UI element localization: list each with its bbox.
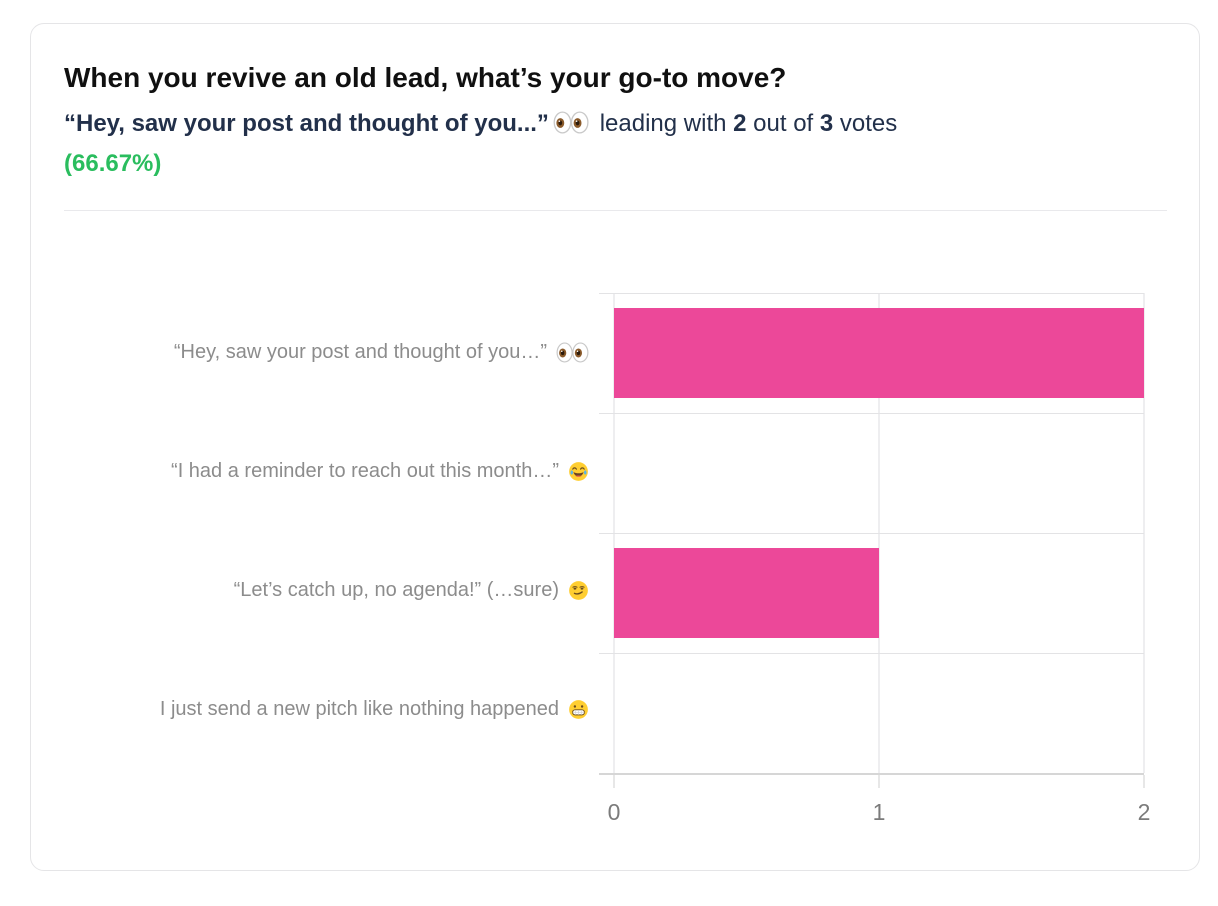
leading-percentage: (66.67%) — [64, 150, 162, 177]
category-label: I just send a new pitch like nothing hap… — [64, 650, 614, 769]
header-divider — [64, 210, 1167, 211]
category-label-text: “Hey, saw your post and thought of you…” — [173, 341, 547, 363]
vertical-gridline — [1143, 293, 1145, 773]
chart-row — [599, 653, 1144, 773]
summary-leading-with-text: leading with — [593, 110, 734, 137]
eyes-emoji-icon — [553, 111, 589, 134]
x-axis-tick-label: 2 — [1137, 799, 1151, 825]
value-bar — [614, 548, 879, 638]
joy-emoji-icon — [568, 461, 589, 482]
summary-votes-text: votes — [833, 110, 898, 137]
category-label-text: “I had a reminder to reach out this mont… — [171, 460, 559, 482]
eyes-emoji-icon — [556, 342, 589, 363]
summary-out-of-text: out of — [746, 110, 820, 137]
chart-category-labels: “Hey, saw your post and thought of you…”… — [64, 293, 614, 775]
grimace-emoji-icon — [568, 699, 589, 720]
category-label: “Let’s catch up, no agenda!” (…sure) — [64, 531, 614, 650]
x-axis-tick-label: 0 — [607, 799, 621, 825]
leading-option-quote: “Hey, saw your post and thought of you..… — [64, 110, 549, 137]
x-axis-tick — [1143, 775, 1145, 788]
x-axis-tick-label: 1 — [872, 799, 886, 825]
chart-plot-area: 0 1 2 — [599, 293, 1150, 825]
poll-question-title: When you revive an old lead, what’s your… — [64, 62, 787, 93]
x-axis-tick — [613, 775, 615, 788]
chart-row — [599, 293, 1144, 413]
chart-rows — [599, 293, 1144, 775]
poll-bar-chart: “Hey, saw your post and thought of you…”… — [64, 293, 1167, 825]
poll-summary: “Hey, saw your post and thought of you..… — [64, 104, 1167, 144]
category-label-text: I just send a new pitch like nothing hap… — [159, 698, 559, 720]
smirk-emoji-icon — [568, 580, 589, 601]
chart-row — [599, 533, 1144, 653]
x-axis-line-overhang — [599, 773, 614, 775]
leading-votes-count: 2 — [733, 110, 747, 137]
x-axis-tick — [878, 775, 880, 788]
poll-results-card: When you revive an old lead, what’s your… — [30, 23, 1200, 871]
category-label: “I had a reminder to reach out this mont… — [64, 412, 614, 531]
total-votes-count: 3 — [819, 110, 834, 137]
category-label-text: “Let’s catch up, no agenda!” (…sure) — [233, 579, 559, 601]
category-label: “Hey, saw your post and thought of you…” — [64, 293, 614, 412]
chart-row — [599, 413, 1144, 533]
value-bar — [614, 308, 1144, 398]
